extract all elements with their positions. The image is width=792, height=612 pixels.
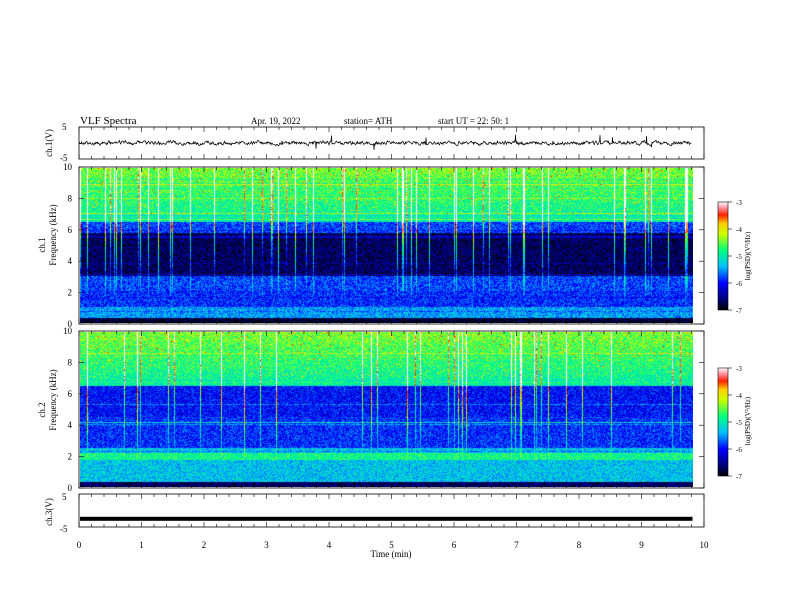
x-tick-label: 4 (327, 540, 332, 550)
colorbar-tick-label: -7 (736, 473, 742, 481)
ch1-waveform-xticks (78, 127, 705, 159)
x-tick-label: 6 (452, 540, 457, 550)
ch3-trace (80, 516, 693, 521)
ch2-colorbar: -3 -4 -5 -6 -7 log(PSD)(V²/Hz) (717, 365, 752, 481)
x-tick-label: 3 (264, 540, 269, 550)
colorbar-tick-label: -5 (736, 253, 742, 261)
y-tick-label: 4 (68, 256, 73, 266)
ch2-spectrogram-yticks: 10 8 6 4 2 0 (63, 326, 704, 493)
colorbar-tick-label: -5 (736, 419, 742, 427)
ch3-ytick-top: 5 (62, 492, 67, 502)
ch2-spectrogram-xticks (78, 331, 705, 488)
ch1-ytick-top: 5 (62, 122, 67, 132)
ch1-trace (78, 134, 692, 151)
x-tick-label: 10 (700, 540, 710, 550)
colorbar-tick-label: -6 (736, 280, 742, 288)
y-tick-label: 2 (68, 452, 73, 462)
y-tick-label: 10 (63, 326, 73, 336)
x-tick-label: 2 (202, 540, 207, 550)
x-tick-label: 9 (639, 540, 644, 550)
ch1-colorbar-label: log(PSD)(V²/Hz) (744, 231, 752, 280)
ch3-waveform-panel: 5 -5 ch.3(V) (44, 492, 705, 534)
ch2-ylabel-channel: ch.2 (37, 402, 47, 417)
y-tick-label: 8 (68, 357, 73, 367)
ch1-ylabel: ch.1(V) (44, 129, 54, 157)
x-tick-label: 5 (389, 540, 394, 550)
ch2-colorbar-gradient (717, 367, 729, 477)
x-axis-tick-labels: 0 1 2 3 4 5 6 7 8 9 10 (77, 540, 709, 550)
x-tick-label: 1 (139, 540, 144, 550)
ch2-colorbar-ticks: -3 -4 -5 -6 -7 (728, 365, 742, 481)
ch2-spectrogram-image (80, 332, 693, 487)
ch2-colorbar-label: log(PSD)(V²/Hz) (744, 396, 752, 445)
y-tick-label: 8 (68, 193, 73, 203)
ch3-waveform-xticks (78, 494, 705, 527)
colorbar-tick-label: -3 (736, 199, 742, 207)
ch1-spectrogram-canvas-holder (80, 168, 693, 323)
colorbar-tick-label: -7 (736, 307, 742, 315)
colorbar-tick-label: -4 (736, 392, 742, 400)
x-tick-label: 0 (77, 540, 82, 550)
y-tick-label: 2 (68, 288, 73, 298)
x-tick-label: 8 (577, 540, 582, 550)
figure-title: VLF Spectra (80, 115, 137, 127)
ch1-spectrogram-image (80, 168, 693, 323)
ch1-spectrogram-xticks (78, 167, 705, 324)
ch2-spectrogram-panel: 10 8 6 4 2 0 ch.2 Frequency (kHz) (37, 326, 705, 493)
ch3-ylabel: ch.3(V) (44, 498, 54, 526)
start-time-label: start UT = 22: 50: 1 (438, 116, 509, 126)
ch3-ytick-bottom: -5 (60, 524, 68, 534)
x-axis-label: Time (min) (371, 549, 412, 559)
ch1-colorbar-gradient (717, 201, 729, 311)
ch1-ylabel-channel: ch.1 (37, 237, 47, 252)
ch2-ylabel-frequency: Frequency (kHz) (48, 369, 58, 430)
ch1-colorbar: -3 -4 -5 -6 -7 log(PSD)(V²/Hz) (717, 199, 752, 315)
colorbar-tick-label: -4 (736, 226, 742, 234)
y-tick-label: 10 (63, 162, 73, 172)
ch1-colorbar-ticks: -3 -4 -5 -6 -7 (728, 199, 742, 315)
y-tick-label: 0 (68, 483, 73, 493)
ch2-spectrogram-canvas-holder (80, 332, 693, 487)
y-tick-label: 4 (68, 420, 73, 430)
station-label: station= ATH (344, 116, 393, 126)
x-tick-label: 7 (514, 540, 519, 550)
ch1-spectrogram-yticks: 10 8 6 4 2 0 (63, 162, 704, 329)
y-tick-label: 6 (68, 389, 73, 399)
ch1-ytick-bottom: -5 (60, 153, 68, 163)
y-tick-label: 6 (68, 225, 73, 235)
ch1-waveform-panel: 5 -5 ch.1(V) (44, 122, 705, 163)
ch1-ylabel-frequency: Frequency (kHz) (48, 204, 58, 265)
y-tick-label: 0 (68, 319, 73, 329)
date-label: Apr. 19, 2022 (251, 116, 301, 126)
colorbar-tick-label: -6 (736, 446, 742, 454)
ch1-spectrogram-panel: 10 8 6 4 2 0 ch.1 Frequency (kHz) (37, 162, 705, 329)
colorbar-tick-label: -3 (736, 365, 742, 373)
